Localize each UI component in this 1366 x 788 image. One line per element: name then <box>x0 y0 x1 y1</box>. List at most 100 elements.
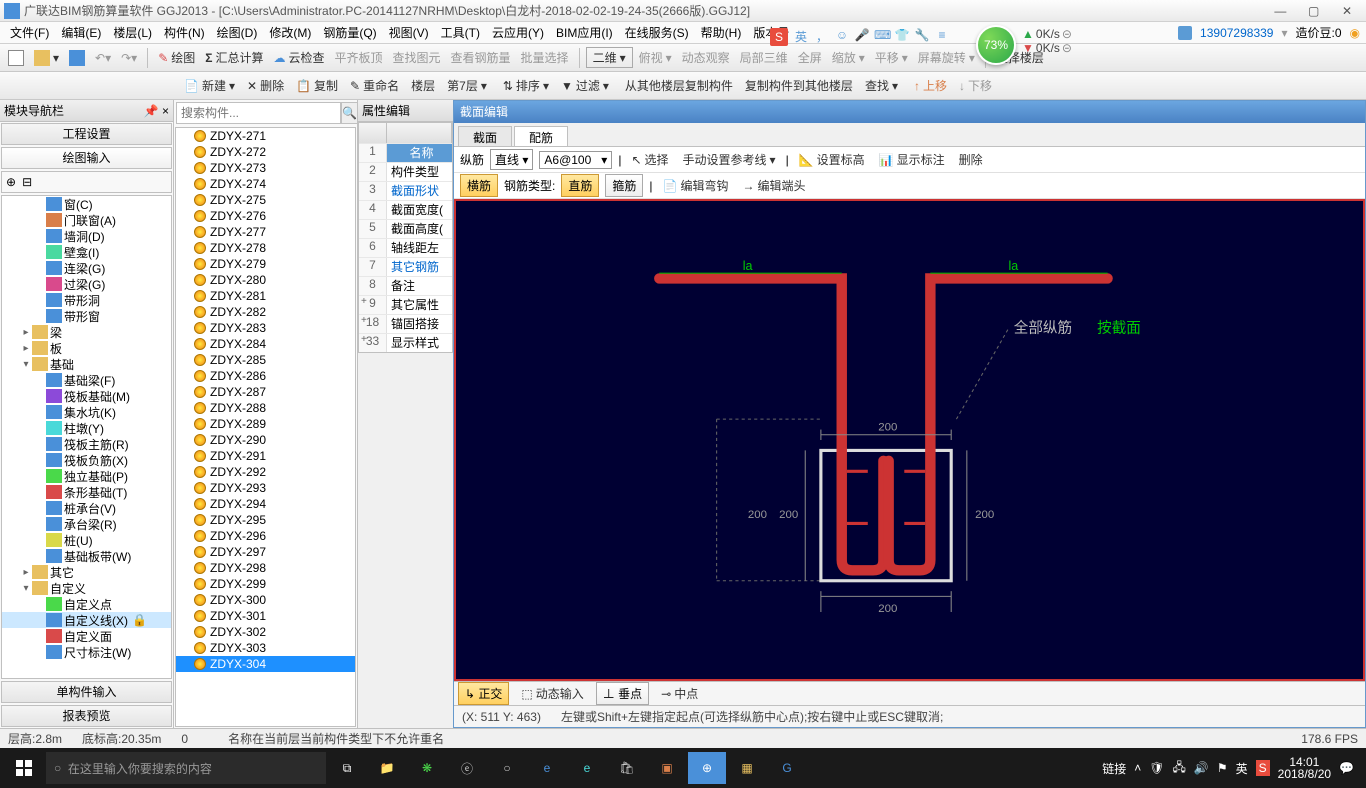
tree-collapse-icon[interactable]: ⊟ <box>22 175 32 189</box>
tree-node[interactable]: ▸ 梁 <box>2 324 171 340</box>
close-button[interactable]: ✕ <box>1332 4 1362 18</box>
tree-node[interactable]: 门联窗(A) <box>2 212 171 228</box>
straight-bar-button[interactable]: 直筋 <box>561 174 599 197</box>
select-button[interactable]: ↖选择 <box>627 149 672 170</box>
dyn-input-toggle[interactable]: ⬚ 动态输入 <box>517 683 587 704</box>
tray-flag-icon[interactable]: ⚑ <box>1217 761 1228 775</box>
tree-node[interactable]: 筏板负筋(X) <box>2 452 171 468</box>
component-item[interactable]: ZDYX-296 <box>176 528 355 544</box>
component-item[interactable]: ZDYX-278 <box>176 240 355 256</box>
tree-node[interactable]: 自定义面 <box>2 628 171 644</box>
tree-node[interactable]: ▾ 自定义 <box>2 580 171 596</box>
edit-end-button[interactable]: →编辑端头 <box>738 175 809 196</box>
property-row[interactable]: 8 备注 <box>359 276 452 295</box>
menu-item[interactable]: 工具(T) <box>435 26 486 40</box>
menu-item[interactable]: BIM应用(I) <box>550 26 619 40</box>
redo-button[interactable]: ↷▾ <box>117 49 141 67</box>
component-item[interactable]: ZDYX-293 <box>176 480 355 496</box>
tree-node[interactable]: 基础梁(F) <box>2 372 171 388</box>
tree-node[interactable]: 尺寸标注(W) <box>2 644 171 660</box>
app-ie-icon[interactable]: e <box>568 752 606 784</box>
local-3d-button[interactable]: 局部三维 <box>736 47 792 68</box>
tree-node[interactable]: 承台梁(R) <box>2 516 171 532</box>
tree-node[interactable]: 柱墩(Y) <box>2 420 171 436</box>
start-button[interactable] <box>4 752 44 784</box>
tree-node[interactable]: 筏板基础(M) <box>2 388 171 404</box>
tray-vol-icon[interactable]: 🔊 <box>1194 761 1209 775</box>
search-button[interactable]: 🔍 <box>341 102 358 124</box>
perp-snap[interactable]: ⊥ 垂点 <box>596 682 649 705</box>
task-view-icon[interactable]: ⧉ <box>328 752 366 784</box>
tree-node[interactable]: 桩(U) <box>2 532 171 548</box>
component-item[interactable]: ZDYX-288 <box>176 400 355 416</box>
tree-node[interactable]: 带形洞 <box>2 292 171 308</box>
pin-icon[interactable]: 📌 <box>144 104 159 118</box>
save-button[interactable] <box>65 48 89 68</box>
section-report[interactable]: 报表预览 <box>1 705 172 727</box>
component-item[interactable]: ZDYX-283 <box>176 320 355 336</box>
component-item[interactable]: ZDYX-285 <box>176 352 355 368</box>
tray-net-icon[interactable]: 🖧 <box>1173 758 1186 779</box>
component-item[interactable]: ZDYX-282 <box>176 304 355 320</box>
copy-to-floor-button[interactable]: 复制构件到其他楼层 <box>741 75 857 96</box>
app-360-icon[interactable]: ❋ <box>408 752 446 784</box>
property-row[interactable]: 5 截面高度( <box>359 219 452 238</box>
section-canvas[interactable]: 200 200 200 200 200 la l <box>454 199 1365 681</box>
app-note-icon[interactable]: ▦ <box>728 752 766 784</box>
maximize-button[interactable]: ▢ <box>1299 4 1329 18</box>
tree-node[interactable]: 独立基础(P) <box>2 468 171 484</box>
close-panel-button[interactable]: × <box>162 104 169 118</box>
section-single[interactable]: 单构件输入 <box>1 681 172 703</box>
property-row[interactable]: 4 截面宽度( <box>359 200 452 219</box>
search-input[interactable] <box>176 102 341 124</box>
taskbar-search[interactable]: ○ 在这里输入你要搜索的内容 <box>46 752 326 784</box>
property-row[interactable]: +9 其它属性 <box>359 295 452 314</box>
tree-node[interactable]: ▸ 其它 <box>2 564 171 580</box>
menu-item[interactable]: 在线服务(S) <box>619 26 695 40</box>
align-top-button[interactable]: 平齐板顶 <box>331 47 387 68</box>
component-item[interactable]: ZDYX-276 <box>176 208 355 224</box>
component-item[interactable]: ZDYX-297 <box>176 544 355 560</box>
component-item[interactable]: ZDYX-277 <box>176 224 355 240</box>
property-row[interactable]: 2 构件类型 <box>359 162 452 181</box>
show-dim-button[interactable]: 📊显示标注 <box>875 149 949 170</box>
find-button[interactable]: 查找▾ <box>861 75 902 96</box>
menu-item[interactable]: 帮助(H) <box>695 26 748 40</box>
copy-from-floor-button[interactable]: 从其他楼层复制构件 <box>621 75 737 96</box>
undo-button[interactable]: ↶▾ <box>91 49 115 67</box>
new-file-button[interactable] <box>4 48 28 68</box>
copy-comp-button[interactable]: 📋复制 <box>292 75 342 96</box>
orbit-button[interactable]: 动态观察 <box>678 47 734 68</box>
menu-item[interactable]: 楼层(L) <box>107 26 158 40</box>
rotate-screen-button[interactable]: 屏幕旋转▾ <box>914 47 979 68</box>
section-drawing[interactable]: 绘图输入 <box>1 147 172 169</box>
app-edge2-icon[interactable]: e <box>528 752 566 784</box>
mid-snap[interactable]: ⊸ 中点 <box>657 683 702 704</box>
component-item[interactable]: ZDYX-272 <box>176 144 355 160</box>
app-browser-icon[interactable]: ○ <box>488 752 526 784</box>
delete-comp-button[interactable]: ✕删除 <box>243 75 288 96</box>
component-item[interactable]: ZDYX-273 <box>176 160 355 176</box>
tree-node[interactable]: 条形基础(T) <box>2 484 171 500</box>
component-item[interactable]: ZDYX-271 <box>176 128 355 144</box>
draw-button[interactable]: ✎绘图 <box>154 47 199 68</box>
tree-node[interactable]: 桩承台(V) <box>2 500 171 516</box>
ime-bar[interactable]: S 英 ，☺🎤⌨👕🔧≡ <box>770 28 950 46</box>
section-engineering[interactable]: 工程设置 <box>1 123 172 145</box>
view-rebar-button[interactable]: 查看钢筋量 <box>447 47 515 68</box>
tray-sogou-icon[interactable]: S <box>1256 760 1270 776</box>
app-edge-icon[interactable]: ⓔ <box>448 752 486 784</box>
new-comp-button[interactable]: 📄新建▾ <box>180 75 239 96</box>
floor-combo[interactable]: 第7层 ▾ <box>443 75 491 96</box>
property-row[interactable]: 1 名称 <box>359 143 452 162</box>
tray-up-icon[interactable]: ˄ <box>1134 761 1141 775</box>
property-row[interactable]: +33 显示样式 <box>359 333 452 352</box>
view-mode-combo[interactable]: 二维 ▾ <box>586 47 633 68</box>
tree-node[interactable]: 自定义线(X)🔒 <box>2 612 171 628</box>
fullscreen-button[interactable]: 全屏 <box>794 47 826 68</box>
component-item[interactable]: ZDYX-289 <box>176 416 355 432</box>
tree-node[interactable]: 带形窗 <box>2 308 171 324</box>
tree-node[interactable]: 壁龛(I) <box>2 244 171 260</box>
tray-link[interactable]: 链接 <box>1102 760 1126 777</box>
tray-shield-icon[interactable]: 🛡 <box>1149 761 1164 775</box>
